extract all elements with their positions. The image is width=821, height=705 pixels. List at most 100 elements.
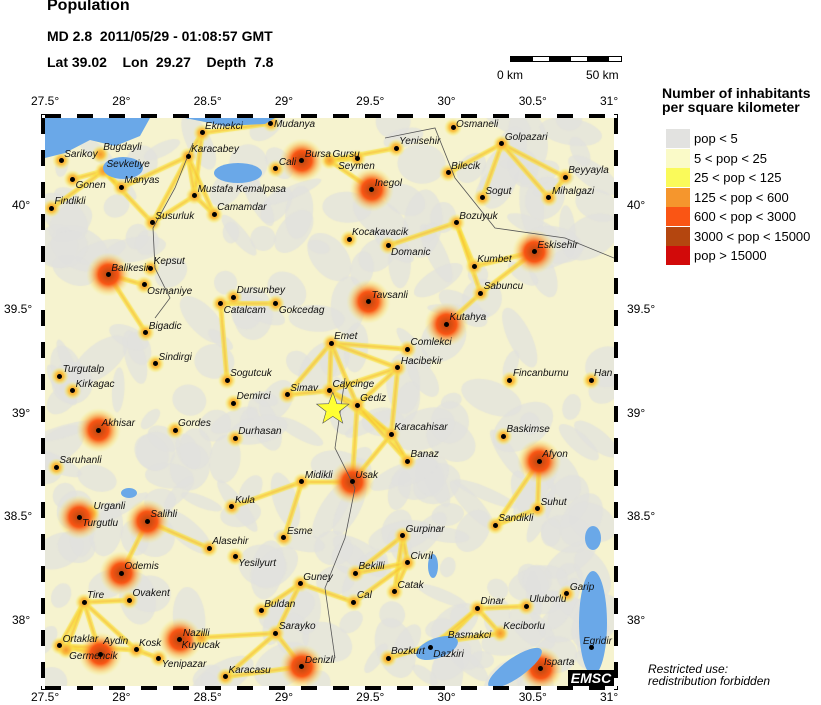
city-marker	[346, 236, 352, 242]
city-marker	[144, 518, 150, 524]
city-label: Bursa	[304, 148, 331, 160]
legend-label: 25 < pop < 125	[694, 170, 782, 185]
gemlik-bay	[185, 118, 275, 126]
city-marker	[97, 651, 103, 657]
city-marker	[96, 427, 102, 433]
population-map[interactable]: Ekmekci Mudanya Osmaneli Golpazari Sarikoy Bu…	[45, 118, 614, 686]
legend-label: 5 < pop < 25	[694, 150, 768, 166]
city-marker	[536, 458, 542, 464]
lon-tick-top: 29°	[274, 94, 293, 108]
city-marker	[538, 666, 544, 672]
city-marker	[229, 504, 235, 510]
city-marker	[328, 340, 334, 346]
city-marker	[354, 402, 360, 408]
city-label: Demirci	[236, 391, 271, 403]
city-label: Bozuyuk	[459, 210, 498, 222]
city-label: Findikli	[54, 196, 86, 208]
city-label: Alasehir	[212, 536, 249, 548]
city-marker	[474, 605, 480, 611]
city-marker	[81, 599, 87, 605]
city-marker	[564, 591, 570, 597]
city-label: Kumbet	[477, 254, 512, 266]
city-label: Akhisar	[101, 418, 135, 430]
city-marker	[299, 664, 305, 669]
lake-egridir	[579, 571, 607, 675]
city-marker	[366, 299, 372, 305]
city-marker	[299, 479, 305, 485]
city-marker	[478, 290, 484, 296]
city-marker	[273, 166, 279, 172]
city-label: Nazilli	[182, 627, 210, 639]
city-marker	[273, 630, 279, 636]
scale-label-50: 50 km	[586, 68, 619, 82]
city-marker	[535, 506, 541, 512]
city-marker	[118, 570, 124, 576]
city-label: Sarikoy	[64, 148, 98, 160]
city-marker	[349, 479, 355, 485]
city-label: Midikli	[304, 469, 333, 481]
city-marker	[258, 608, 264, 613]
city-marker	[588, 645, 594, 651]
legend-title-line1: Number of inhabitants	[662, 85, 811, 101]
legend-label: pop < 5	[694, 131, 738, 146]
city-label: Fincanburnu	[512, 368, 569, 380]
city-marker	[133, 647, 139, 653]
city-marker	[405, 560, 411, 566]
city-marker	[393, 145, 399, 151]
lon-tick-top: 29.5°	[356, 94, 385, 108]
city-label: Catak	[397, 579, 424, 591]
city-label: Manyas	[124, 175, 160, 187]
city-label: Baskimse	[506, 424, 550, 436]
legend-swatch	[666, 148, 690, 168]
lon-tick-bottom: 29°	[274, 690, 293, 704]
city-label: Tire	[87, 590, 105, 602]
usage-note: Restricted use: redistribution forbidden	[648, 663, 770, 687]
city-marker	[299, 158, 305, 163]
lat-tick-left: 39.5°	[4, 301, 33, 316]
city-label: Simav	[290, 382, 319, 394]
city-marker	[149, 220, 155, 226]
city-label: Ortaklar	[62, 633, 99, 645]
city-marker	[400, 533, 406, 539]
city-label: Catalcam	[223, 304, 266, 316]
city-marker	[156, 655, 162, 661]
city-label: Suhut	[540, 496, 567, 508]
city-marker	[49, 205, 54, 211]
lake-karakuyu	[585, 526, 601, 550]
city-marker	[185, 153, 191, 159]
lon-tick-top: 30°	[437, 94, 456, 108]
city-label: Bugdayli	[103, 142, 142, 154]
frame-left	[41, 118, 45, 686]
city-label: Keciborlu	[503, 621, 545, 633]
city-label: Emet	[334, 331, 358, 342]
city-marker	[105, 272, 111, 278]
city-marker	[392, 589, 398, 595]
legend-swatch	[666, 226, 690, 246]
city-marker	[141, 282, 147, 288]
city-label: Bigadic	[148, 320, 182, 332]
lat-tick-left: 38°	[12, 612, 31, 627]
city-label: Turgutlu	[82, 518, 119, 530]
city-label: Yenisehir	[399, 136, 441, 148]
city-marker	[588, 377, 594, 383]
city-label: Han	[594, 368, 613, 380]
lake-acigol	[416, 635, 458, 661]
star-icon[interactable]	[315, 391, 350, 424]
water-layer	[45, 118, 614, 686]
map-title: Population	[47, 0, 130, 14]
city-label: Comlekci	[410, 337, 452, 349]
event-info: MD 2.8 2011/05/29 - 01:08:57 GMT	[47, 28, 273, 44]
legend-swatch	[666, 207, 690, 226]
city-marker	[444, 321, 450, 327]
city-label: Karacasu	[228, 664, 271, 676]
city-marker	[507, 377, 513, 383]
city-label: Basmakci	[447, 629, 492, 641]
city-label: Sogutcuk	[230, 368, 272, 380]
city-marker	[546, 195, 552, 201]
city-label: Sandikli	[498, 513, 534, 525]
city-marker	[500, 433, 506, 439]
city-label: Cali	[278, 156, 297, 168]
city-label: Mudanya	[273, 119, 316, 130]
city-marker	[231, 294, 237, 300]
city-label: Sevketiye	[106, 158, 150, 170]
